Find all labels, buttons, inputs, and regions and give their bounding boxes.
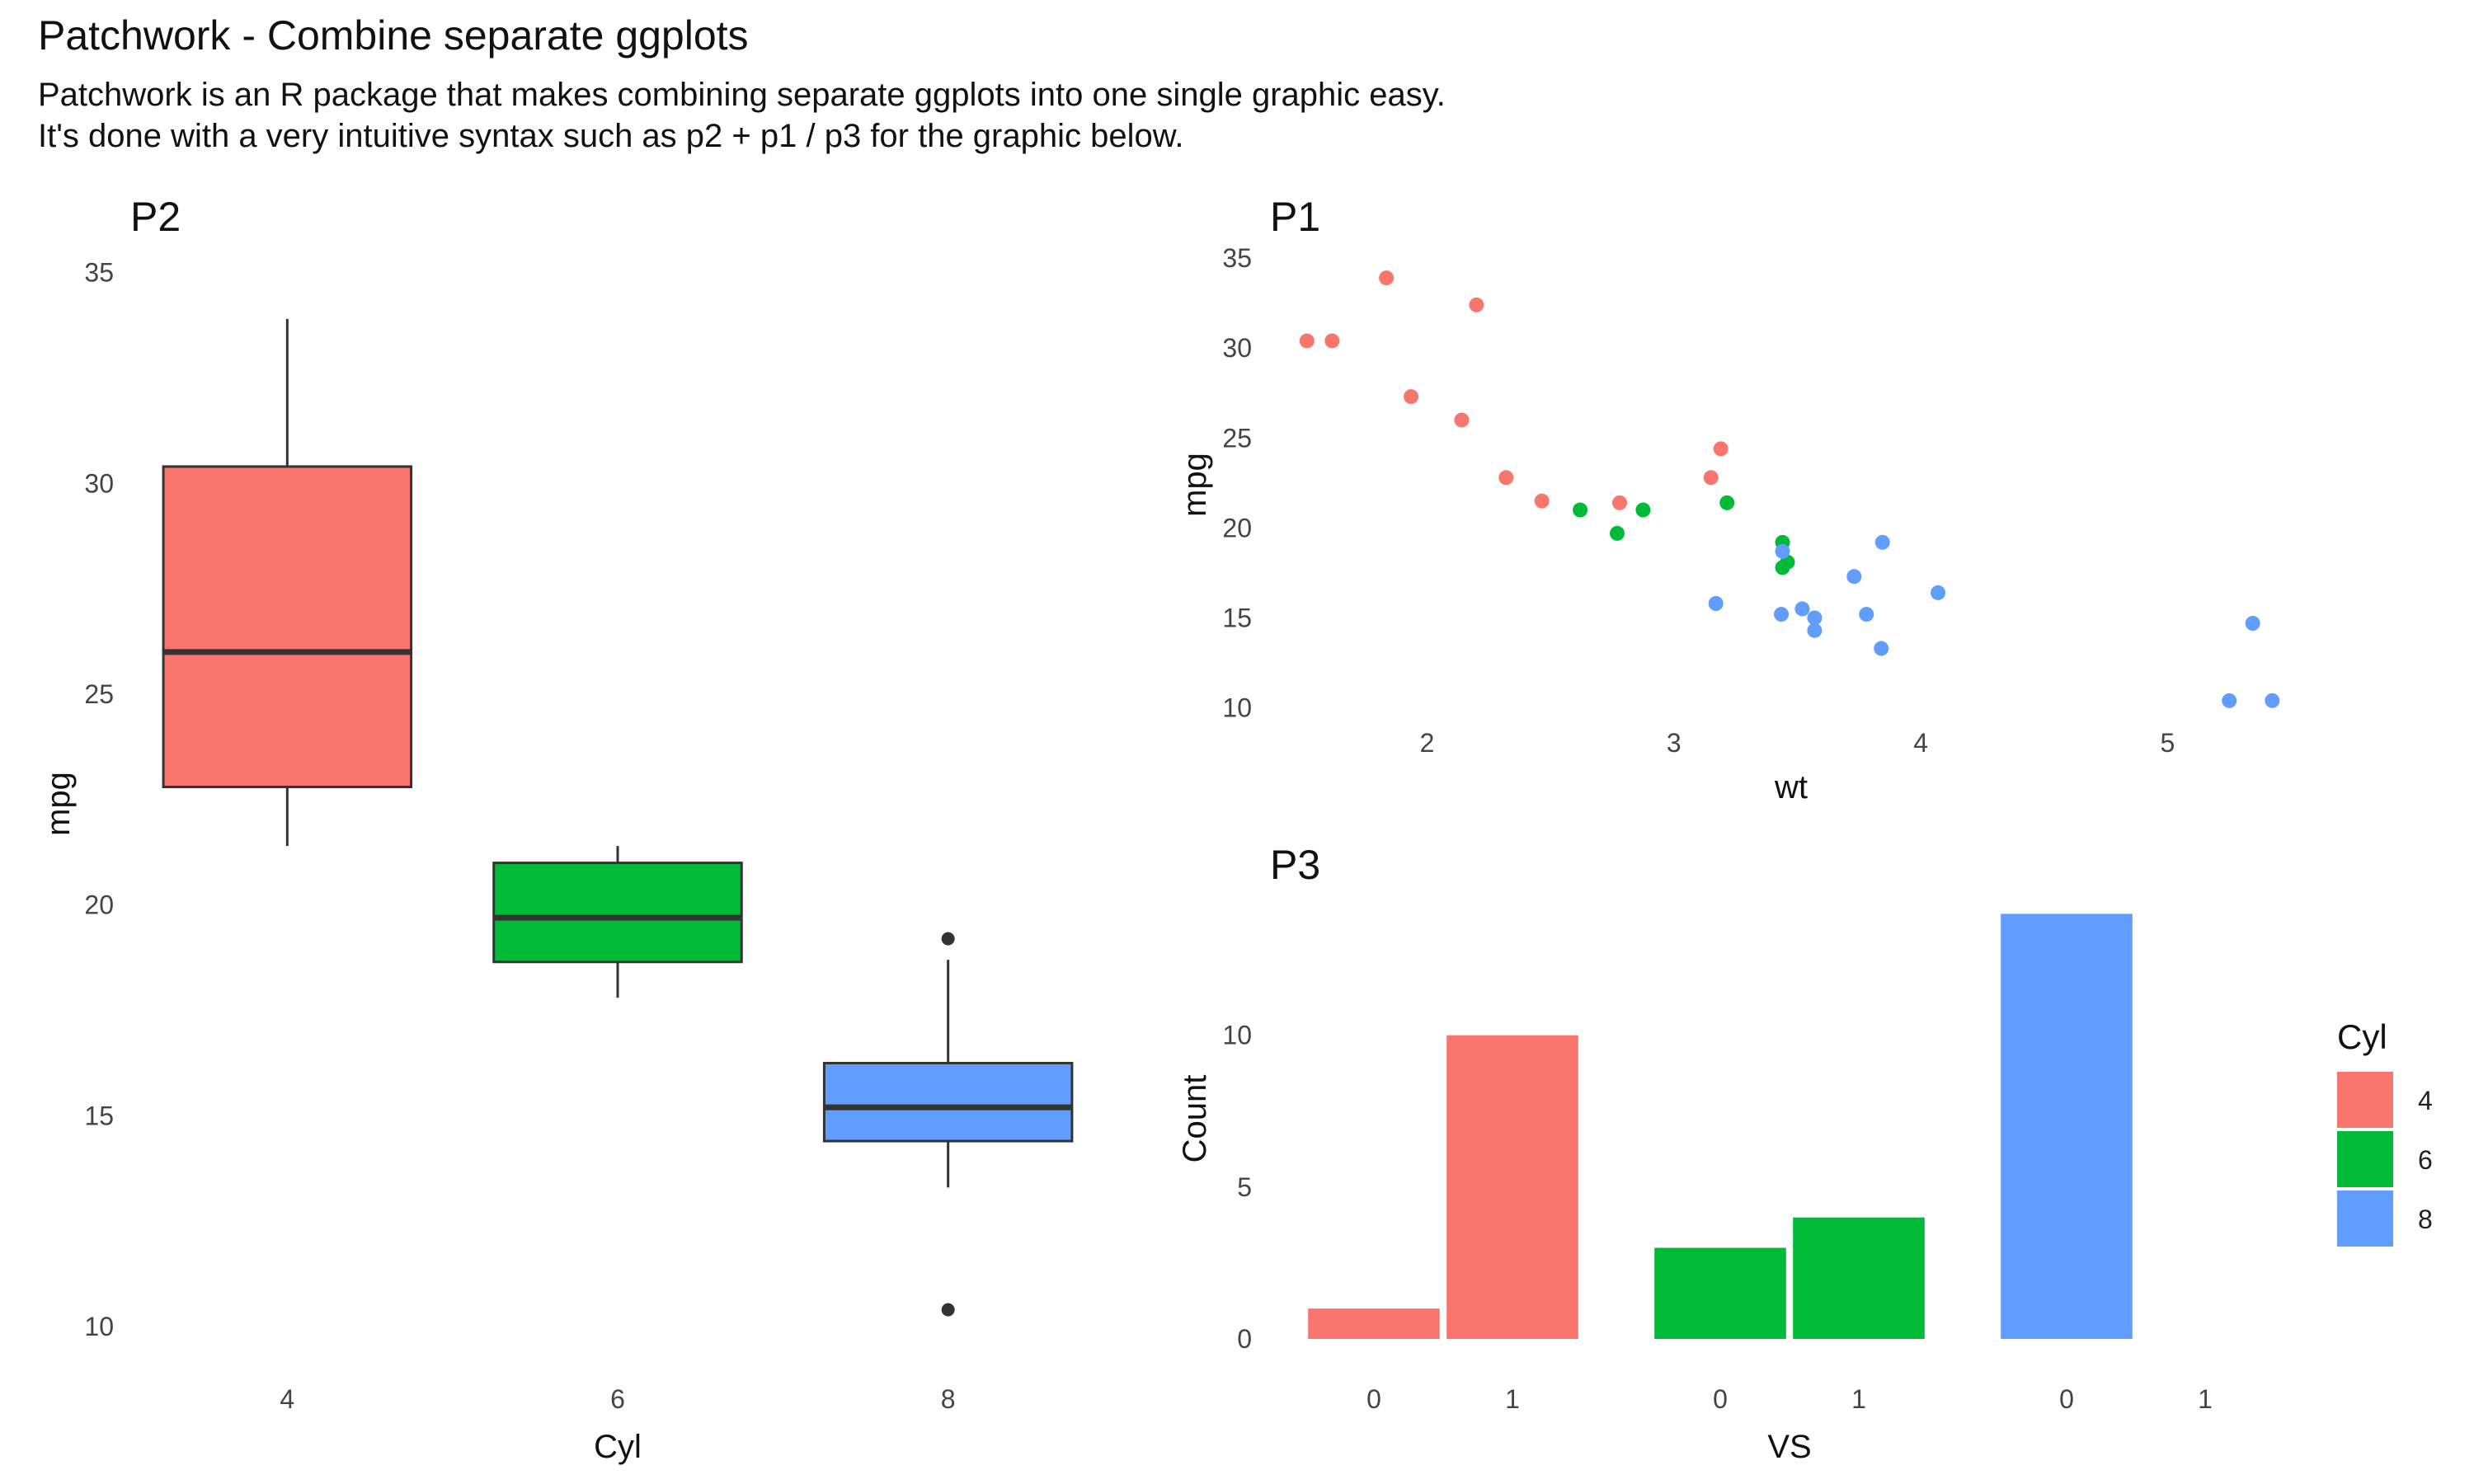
p3-x-tick-label: 0 xyxy=(1366,1384,1381,1414)
p2-y-tick-label: 15 xyxy=(84,1101,114,1130)
legend-label-cyl-4: 4 xyxy=(2418,1086,2433,1115)
p1-point-cyl-8 xyxy=(1846,569,1862,585)
p2-x-tick-label: 6 xyxy=(610,1384,625,1414)
p3-y-tick-label: 0 xyxy=(1237,1324,1252,1354)
p3-y-tick-label: 10 xyxy=(1222,1021,1252,1050)
page-title: Patchwork - Combine separate ggplots xyxy=(38,12,749,59)
subtitle-line-2: It's done with a very intuitive syntax s… xyxy=(38,118,1184,154)
p3-x-tick-label: 0 xyxy=(1713,1384,1728,1414)
p3-bar-cyl-6-vs-0 xyxy=(1654,1247,1786,1339)
p1-point-cyl-6 xyxy=(1775,560,1790,575)
p1-point-cyl-8 xyxy=(2245,616,2260,631)
p1-point-cyl-4 xyxy=(1324,333,1340,349)
p2-y-tick-label: 10 xyxy=(84,1312,114,1341)
subtitle-line-1: Patchwork is an R package that makes com… xyxy=(38,77,1446,113)
p1-point-cyl-8 xyxy=(1874,534,1890,550)
p1-y-axis-label: mpg xyxy=(1177,453,1213,517)
p1-point-cyl-4 xyxy=(1534,493,1550,509)
p1-point-cyl-4 xyxy=(1713,441,1729,457)
p2-x-tick-label: 4 xyxy=(280,1384,294,1414)
p1-x-tick-label: 5 xyxy=(2161,728,2175,758)
p3-x-tick-label: 1 xyxy=(1851,1384,1866,1414)
panel-p2: P2 10 15 20 25 30 35 4 6 8 Cyl mpg xyxy=(40,194,1074,1465)
p1-point-cyl-4 xyxy=(1498,470,1514,486)
p3-x-tick-label: 1 xyxy=(2198,1384,2213,1414)
p1-point-cyl-4 xyxy=(1379,270,1395,286)
p1-point-cyl-8 xyxy=(2222,693,2237,708)
legend-swatch-cyl-6 xyxy=(2337,1131,2393,1187)
p2-y-tick-label: 30 xyxy=(84,468,114,498)
p3-y-tick-label: 5 xyxy=(1237,1172,1252,1202)
p2-outlier-point xyxy=(941,932,955,946)
p1-point-cyl-4 xyxy=(1454,412,1470,428)
legend-title: Cyl xyxy=(2337,1017,2387,1056)
p3-bar-cyl-8-vs-0 xyxy=(2001,913,2133,1339)
p2-title: P2 xyxy=(130,194,181,240)
panel-p1: P1 10 15 20 25 30 35 2 3 4 5 wt mpg xyxy=(1177,194,2280,805)
p1-x-tick-label: 2 xyxy=(1420,728,1435,758)
p1-point-cyl-6 xyxy=(1719,495,1735,510)
p1-point-cyl-4 xyxy=(1404,389,1419,405)
p1-x-tick-label: 4 xyxy=(1913,728,1928,758)
p1-y-tick-label: 30 xyxy=(1222,333,1252,363)
p1-y-tick-label: 20 xyxy=(1222,513,1252,542)
legend-label-cyl-8: 8 xyxy=(2418,1205,2433,1234)
p3-x-axis-label: VS xyxy=(1767,1429,1811,1465)
p1-point-cyl-8 xyxy=(1859,607,1874,622)
p2-x-tick-label: 8 xyxy=(941,1384,956,1414)
p2-box-cyl-4 xyxy=(162,465,413,789)
legend-swatch-cyl-8 xyxy=(2337,1190,2393,1247)
p1-title: P1 xyxy=(1270,194,1320,240)
p1-y-tick-label: 25 xyxy=(1222,423,1252,453)
page-subtitle: Patchwork is an R package that makes com… xyxy=(38,74,1446,157)
p1-x-tick-label: 3 xyxy=(1667,728,1681,758)
legend: Cyl 4 6 8 xyxy=(2337,1017,2433,1247)
p2-y-axis-label: mpg xyxy=(40,772,77,836)
p1-point-cyl-4 xyxy=(1469,297,1484,312)
p3-bar-cyl-4-vs-0 xyxy=(1308,1308,1440,1339)
p3-x-tick-label: 0 xyxy=(2059,1384,2074,1414)
p2-y-tick-label: 25 xyxy=(84,679,114,709)
p2-y-tick-label: 35 xyxy=(84,258,114,288)
p2-x-axis-label: Cyl xyxy=(594,1429,642,1465)
p3-title: P3 xyxy=(1270,842,1320,888)
p2-outlier-point xyxy=(941,1303,955,1317)
p1-point-cyl-4 xyxy=(1703,470,1719,486)
p1-point-cyl-8 xyxy=(1807,610,1823,626)
p1-point-cyl-6 xyxy=(1573,502,1588,518)
p2-y-tick-label: 20 xyxy=(84,890,114,920)
p3-x-tick-label: 1 xyxy=(1505,1384,1520,1414)
legend-label-cyl-6: 6 xyxy=(2418,1145,2433,1175)
p1-y-tick-label: 15 xyxy=(1222,603,1252,632)
p1-point-cyl-8 xyxy=(1807,622,1823,638)
p1-point-cyl-8 xyxy=(1708,596,1724,611)
p1-point-cyl-6 xyxy=(1635,502,1651,518)
p1-point-cyl-8 xyxy=(1794,601,1810,617)
p2-box-cyl-8 xyxy=(822,1061,1074,1143)
p1-point-cyl-8 xyxy=(1874,641,1889,656)
p1-y-tick-label: 10 xyxy=(1222,693,1252,723)
p1-point-cyl-4 xyxy=(1299,333,1315,349)
p3-bar-cyl-6-vs-1 xyxy=(1793,1217,1925,1339)
p1-point-cyl-8 xyxy=(1931,585,1946,600)
legend-swatch-cyl-4 xyxy=(2337,1072,2393,1128)
p1-point-cyl-8 xyxy=(1775,543,1790,559)
p2-box-cyl-6 xyxy=(492,862,743,964)
p3-y-axis-label: Count xyxy=(1177,1075,1213,1163)
p1-point-cyl-4 xyxy=(1611,495,1627,510)
p3-bar-cyl-4-vs-1 xyxy=(1446,1035,1578,1339)
p1-point-cyl-8 xyxy=(2265,693,2280,708)
p1-x-axis-label: wt xyxy=(1774,769,1808,805)
p1-point-cyl-8 xyxy=(1774,607,1790,622)
p1-point-cyl-6 xyxy=(1609,525,1625,541)
p1-y-tick-label: 35 xyxy=(1222,243,1252,273)
